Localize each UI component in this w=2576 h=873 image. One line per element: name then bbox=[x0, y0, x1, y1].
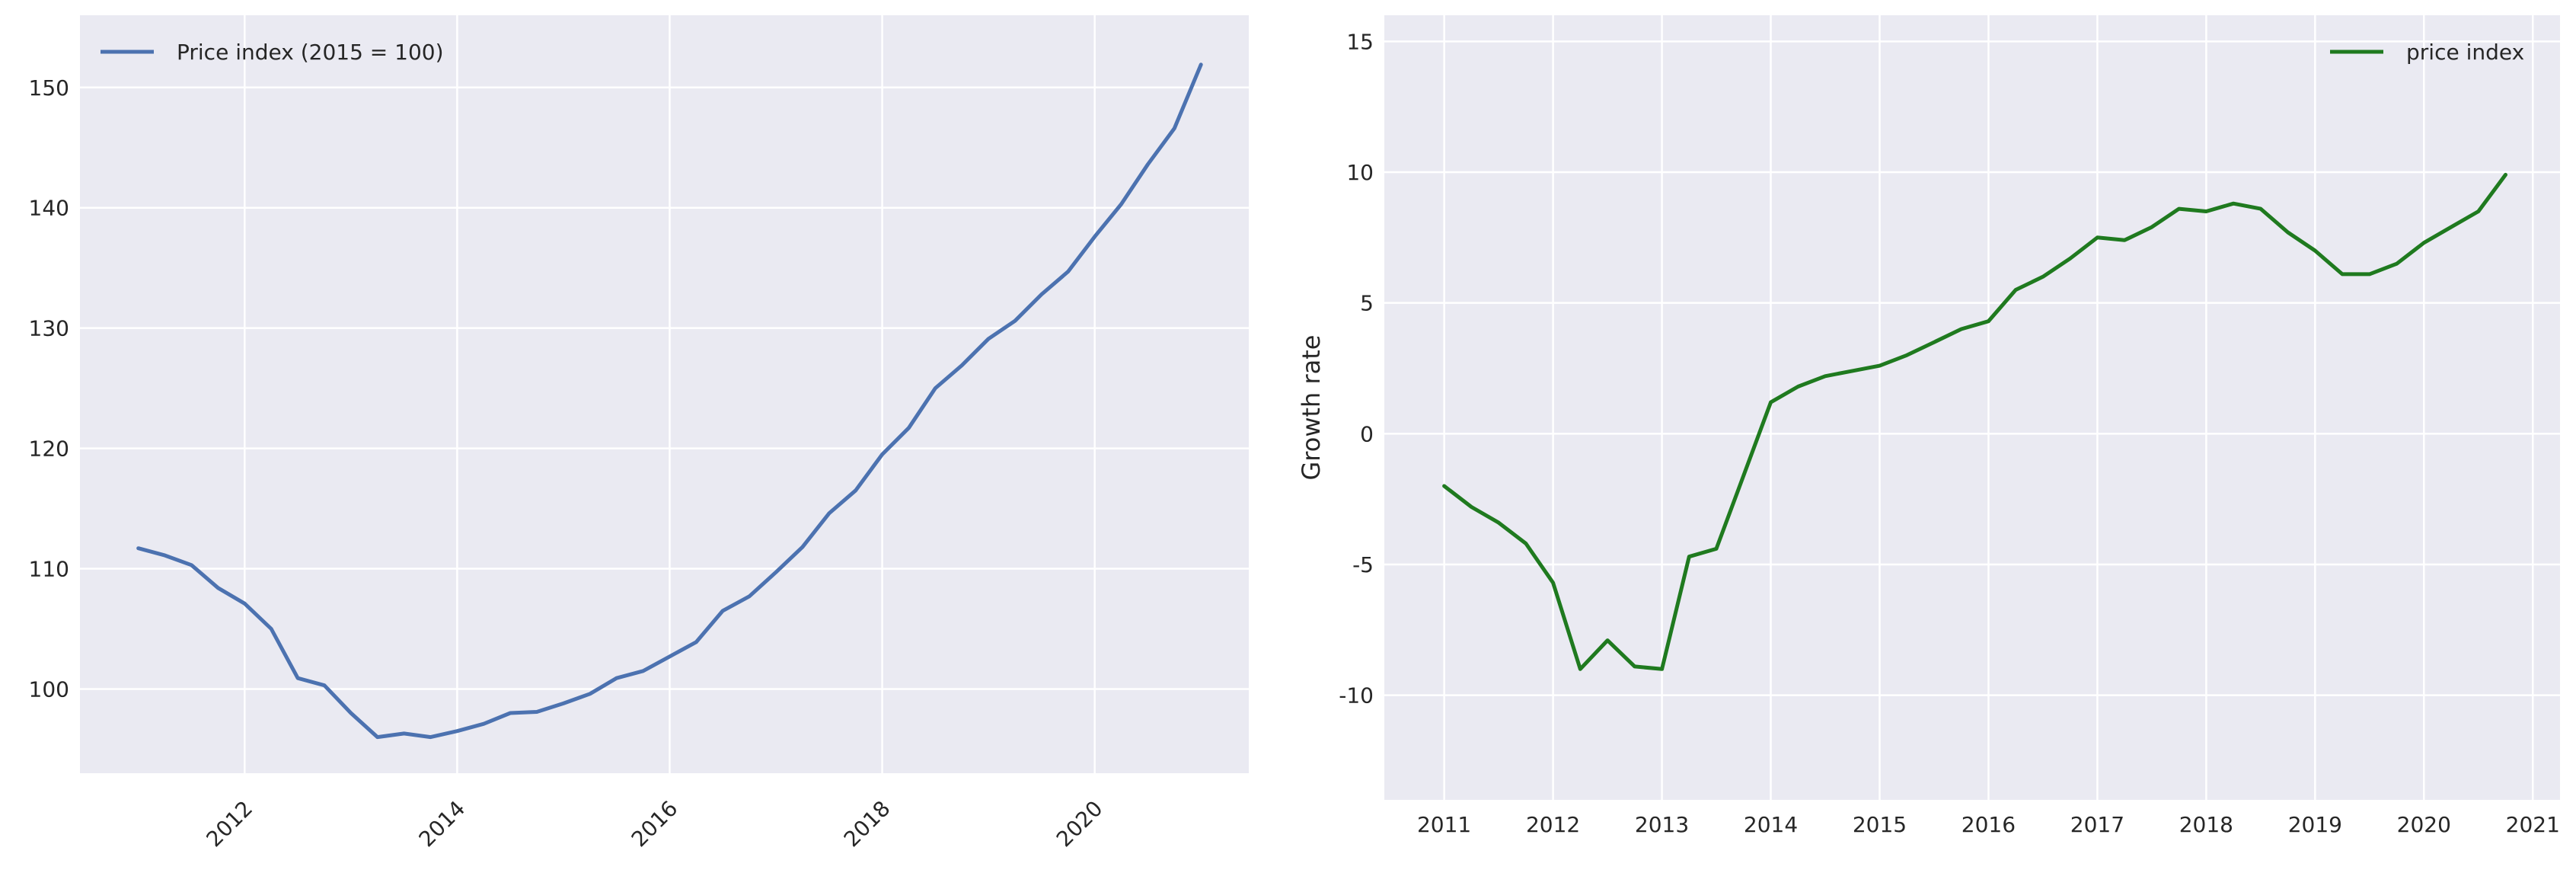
x-tick-label: 2013 bbox=[1635, 812, 1689, 837]
y-tick-label: -5 bbox=[1352, 552, 1374, 577]
x-tick-label: 2012 bbox=[202, 796, 258, 852]
series-line-0 bbox=[1442, 172, 2507, 671]
chart-right-growth-rate: -10 -5 0 5 10 15 2011 2012 2013 2014 2015 2016 2017 2… bbox=[1297, 15, 2560, 837]
plot-area bbox=[1384, 15, 2560, 800]
y-tick-label: 5 bbox=[1360, 291, 1374, 316]
y-tick-label: 0 bbox=[1360, 421, 1374, 446]
x-tick-label: 2016 bbox=[627, 796, 683, 852]
series-line-0 bbox=[136, 62, 1203, 740]
y-tick-label: 10 bbox=[1346, 160, 1374, 185]
y-tick-label: 100 bbox=[29, 676, 69, 702]
y-tick-label: -10 bbox=[1339, 683, 1374, 708]
y-tick-label: 130 bbox=[29, 316, 69, 341]
y-tick-label: 150 bbox=[29, 75, 69, 101]
x-tick-label: 2018 bbox=[2179, 812, 2233, 837]
x-tick-label: 2021 bbox=[2506, 812, 2560, 837]
x-tick-label: 2015 bbox=[1853, 812, 1907, 837]
legend-label: price index bbox=[2406, 40, 2524, 65]
x-tick-label: 2014 bbox=[1744, 812, 1798, 837]
plot-area bbox=[80, 15, 1249, 773]
y-tick-label: 140 bbox=[29, 196, 69, 221]
x-tick-label: 2020 bbox=[1052, 796, 1108, 852]
x-tick-label: 2020 bbox=[2397, 812, 2451, 837]
x-tick-label: 2011 bbox=[1417, 812, 1471, 837]
legend-label: Price index (2015 = 100) bbox=[177, 40, 444, 65]
x-tick-label: 2012 bbox=[1526, 812, 1580, 837]
x-tick-label: 2016 bbox=[1962, 812, 2016, 837]
x-tick-label: 2014 bbox=[414, 796, 471, 852]
x-tick-label: 2018 bbox=[839, 796, 895, 852]
chart-left-price-index: 100 110 120 130 140 150 2012 2014 2016 2018 2020 Pr… bbox=[29, 15, 1249, 852]
y-tick-label: 110 bbox=[29, 557, 69, 582]
y-tick-label: 120 bbox=[29, 437, 69, 462]
x-tick-label: 2017 bbox=[2070, 812, 2124, 837]
x-tick-label: 2019 bbox=[2288, 812, 2342, 837]
y-axis-label: Growth rate bbox=[1297, 335, 1326, 481]
y-tick-label: 15 bbox=[1346, 29, 1374, 54]
